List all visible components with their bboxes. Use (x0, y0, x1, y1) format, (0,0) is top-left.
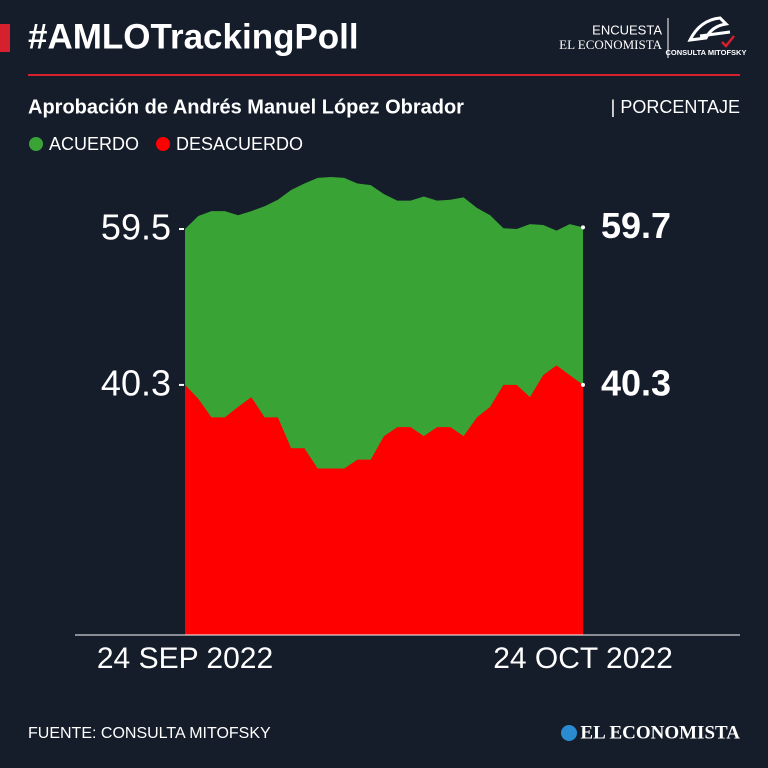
y-tick-label: 40.3 (101, 362, 171, 403)
legend-swatch (156, 137, 171, 151)
y-tick-label: 59.5 (101, 207, 171, 248)
logo-top: ENCUESTA (592, 22, 662, 37)
logo-icon (687, 16, 731, 42)
accent (0, 24, 10, 52)
x-tick-label: 24 OCT 2022 (493, 642, 673, 675)
legend-swatch (29, 137, 43, 151)
logo-badge: CONSULTA MITOFSKY (666, 48, 747, 57)
brand-icon (561, 725, 577, 741)
subtitle: Aprobación de Andrés Manuel López Obrado… (28, 96, 464, 118)
legend-label: ACUERDO (49, 134, 139, 154)
x-tick-label: 24 SEP 2022 (97, 642, 273, 675)
value-label: 59.7 (601, 205, 671, 246)
area (185, 365, 583, 635)
source: FUENTE: CONSULTA MITOFSKY (28, 725, 271, 742)
logo-bottom: EL ECONOMISTA (559, 37, 662, 52)
title: #AMLOTrackingPoll (28, 17, 359, 56)
end-dot (581, 382, 585, 387)
value-label: 40.3 (601, 362, 671, 403)
end-dot (581, 225, 585, 230)
logo-check (721, 35, 735, 48)
legend-label: DESACUERDO (176, 134, 303, 154)
unit: | PORCENTAJE (611, 97, 740, 117)
footer-brand: EL ECONOMISTA (580, 722, 740, 743)
